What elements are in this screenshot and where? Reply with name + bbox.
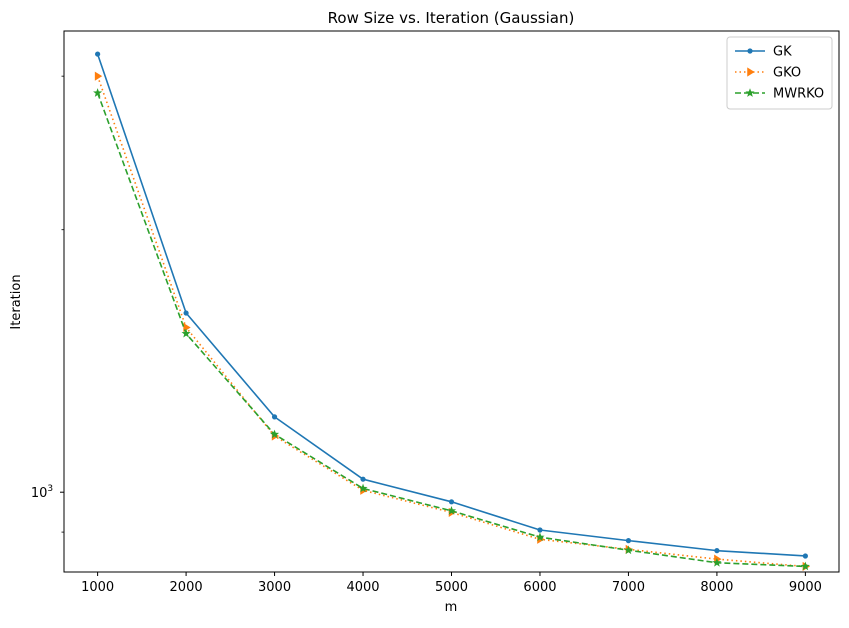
- legend-marker-gk: [747, 48, 753, 54]
- legend-box: [726, 36, 833, 110]
- data-point-mwrko: [446, 506, 457, 515]
- series-line-mwrko: [96, 92, 806, 568]
- x-tick-label: 4000: [346, 580, 379, 595]
- series-mwrko: [93, 88, 810, 571]
- legend-label-gko: GKO: [773, 66, 801, 81]
- data-point-gk: [448, 499, 455, 505]
- series-gk: [95, 51, 808, 559]
- data-point-mwrko: [358, 483, 368, 493]
- data-point-gk: [360, 476, 366, 482]
- y-tick-label: 103: [31, 484, 53, 501]
- y-axis-ticks: 103: [31, 75, 64, 533]
- x-tick-label: 8000: [700, 580, 733, 595]
- y-axis-label: Iteration: [9, 274, 24, 329]
- legend-label-mwrko: MWRKO: [773, 87, 824, 102]
- data-point-mwrko: [712, 557, 722, 567]
- data-point-mwrko: [535, 532, 545, 542]
- chart-title: Row Size vs. Iteration (Gaussian): [328, 9, 575, 27]
- legend-marker-gko: [747, 67, 755, 77]
- x-tick-label: 1000: [81, 580, 114, 595]
- x-tick-label: 2000: [170, 580, 203, 595]
- data-point-gk: [271, 414, 278, 420]
- plot-marks: [93, 51, 810, 572]
- data-point-gk: [537, 527, 543, 533]
- series-line-gk: [96, 53, 806, 557]
- data-point-mwrko: [623, 545, 634, 555]
- data-point-gk: [802, 553, 808, 559]
- data-point-gk: [183, 310, 189, 316]
- x-tick-label: 9000: [789, 580, 822, 595]
- x-axis-ticks: 1000 2000 3000 4000 5000 6000 7000 8000 9000: [81, 572, 822, 595]
- data-point-mwrko: [800, 561, 810, 571]
- x-axis-label: m: [445, 600, 458, 615]
- data-point-gk: [714, 548, 720, 554]
- series-gko: [94, 71, 810, 572]
- data-point-gk: [625, 538, 632, 544]
- legend: GK GKO MWRKO: [726, 36, 833, 110]
- data-point-mwrko: [181, 328, 191, 338]
- x-tick-label: 3000: [258, 580, 291, 595]
- x-tick-label: 6000: [523, 580, 556, 595]
- data-point-mwrko: [269, 429, 280, 439]
- series-line-gko: [96, 75, 806, 568]
- legend-marker-mwrko: [745, 88, 755, 97]
- x-tick-label: 7000: [612, 580, 645, 595]
- data-point-gk: [95, 51, 101, 57]
- x-tick-label: 5000: [435, 580, 468, 595]
- data-point-gko: [94, 71, 103, 81]
- legend-label-gk: GK: [773, 45, 792, 60]
- plot-frame: [63, 30, 840, 573]
- data-point-mwrko: [93, 88, 103, 97]
